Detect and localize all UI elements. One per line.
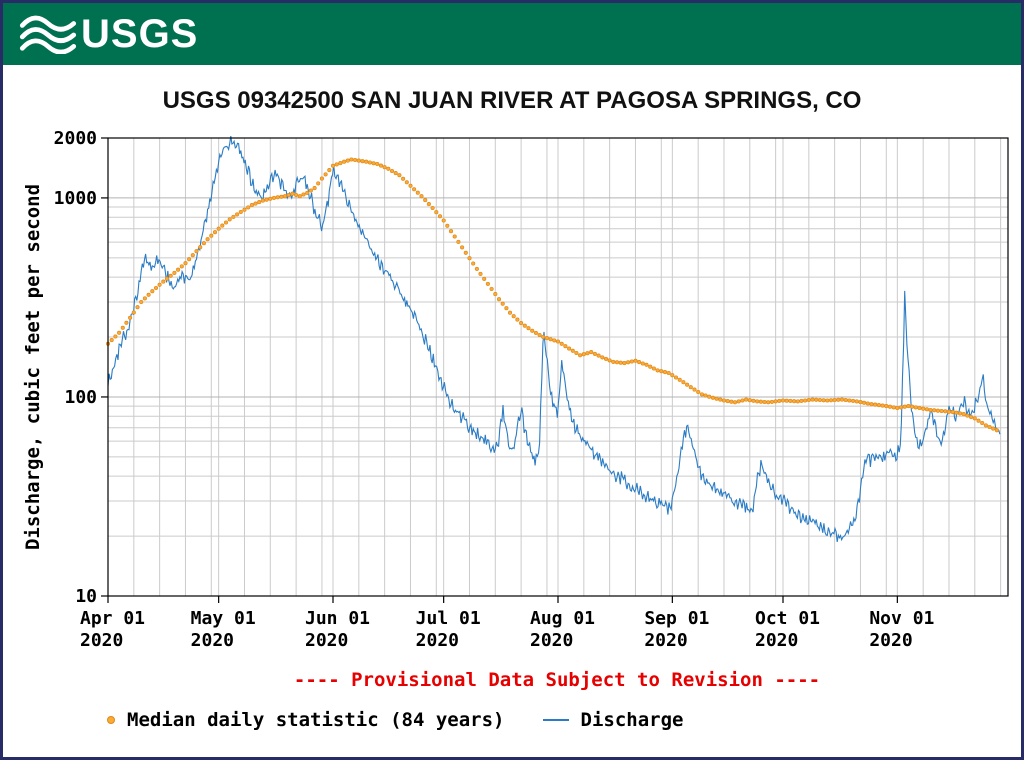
x-tick-year: 2020 (644, 630, 687, 651)
x-tick-label: Jul 01 (416, 608, 481, 629)
y-tick-label: 100 (64, 387, 97, 408)
x-tick-label: Sep 01 (644, 608, 709, 629)
y-axis-label: Discharge, cubic feet per second (22, 183, 44, 551)
legend-item-median: Median daily statistic (84 years) (107, 709, 505, 731)
x-tick-year: 2020 (80, 630, 123, 651)
usgs-logo-text: USGS (81, 12, 199, 56)
x-tick-label: Nov 01 (869, 608, 934, 629)
gridlines (107, 138, 1008, 596)
usgs-banner: USGS (3, 3, 1021, 65)
axis-ticks (101, 137, 898, 603)
x-tick-year: 2020 (869, 630, 912, 651)
x-tick-label: May 01 (191, 608, 256, 629)
legend-discharge-label: Discharge (580, 709, 684, 731)
usgs-logo-waves-icon (19, 15, 77, 54)
x-tick-year: 2020 (530, 630, 573, 651)
x-tick-year: 2020 (191, 630, 234, 651)
y-tick-label: 10 (75, 586, 97, 607)
x-tick-label: Jun 01 (305, 608, 370, 629)
legend-median-label: Median daily statistic (84 years) (127, 709, 505, 731)
discharge-line (107, 136, 1001, 542)
chart-title: USGS 09342500 SAN JUAN RIVER AT PAGOSA S… (162, 87, 862, 114)
x-tick-year: 2020 (305, 630, 348, 651)
x-tick-label: Aug 01 (530, 608, 595, 629)
x-tick-year: 2020 (416, 630, 459, 651)
x-tick-year: 2020 (755, 630, 798, 651)
median-marker-icon (107, 716, 115, 724)
legend-item-discharge: Discharge (542, 709, 684, 731)
x-tick-label: Apr 01 (80, 608, 145, 629)
x-tick-label: Oct 01 (755, 608, 820, 629)
median-dots (105, 157, 999, 433)
legend: Median daily statistic (84 years) Discha… (107, 709, 683, 731)
discharge-marker-icon (542, 719, 569, 721)
y-tick-label: 2000 (54, 128, 97, 149)
provisional-note: ---- Provisional Data Subject to Revisio… (293, 669, 821, 691)
y-tick-label: 1000 (54, 188, 97, 209)
